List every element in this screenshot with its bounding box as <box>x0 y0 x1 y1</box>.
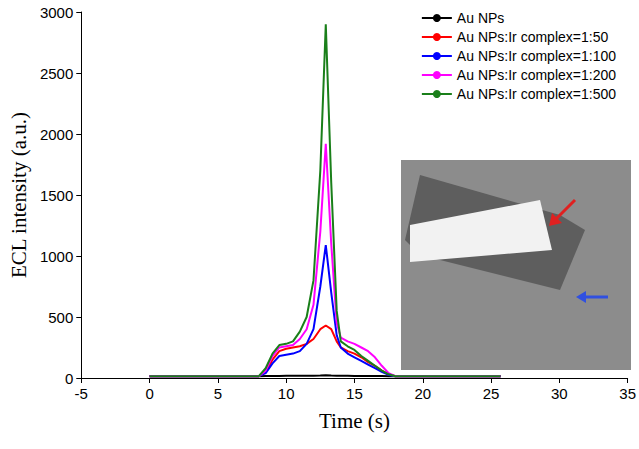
svg-text:3000: 3000 <box>40 4 73 21</box>
svg-text:1500: 1500 <box>40 187 73 204</box>
svg-text:2000: 2000 <box>40 126 73 143</box>
svg-text:Au NPs:Ir complex=1:500: Au NPs:Ir complex=1:500 <box>457 86 616 102</box>
svg-text:-5: -5 <box>75 385 88 402</box>
svg-text:ECL intensity (a.u.): ECL intensity (a.u.) <box>7 112 31 278</box>
svg-text:10: 10 <box>278 385 295 402</box>
svg-text:Au NPs:Ir complex=1:100: Au NPs:Ir complex=1:100 <box>457 48 616 64</box>
svg-text:35: 35 <box>619 385 636 402</box>
svg-text:5: 5 <box>214 385 222 402</box>
svg-text:2500: 2500 <box>40 65 73 82</box>
svg-text:0: 0 <box>65 370 73 387</box>
svg-text:30: 30 <box>551 385 568 402</box>
svg-text:15: 15 <box>346 385 363 402</box>
svg-text:0: 0 <box>145 385 153 402</box>
svg-text:500: 500 <box>48 309 73 326</box>
svg-text:Time (s): Time (s) <box>319 409 390 433</box>
svg-text:Au NPs:Ir complex=1:200: Au NPs:Ir complex=1:200 <box>457 67 616 83</box>
svg-text:25: 25 <box>483 385 500 402</box>
svg-text:1000: 1000 <box>40 248 73 265</box>
svg-text:20: 20 <box>414 385 431 402</box>
svg-text:Au NPs: Au NPs <box>457 10 504 26</box>
svg-text:Au NPs:Ir complex=1:50: Au NPs:Ir complex=1:50 <box>457 29 609 45</box>
